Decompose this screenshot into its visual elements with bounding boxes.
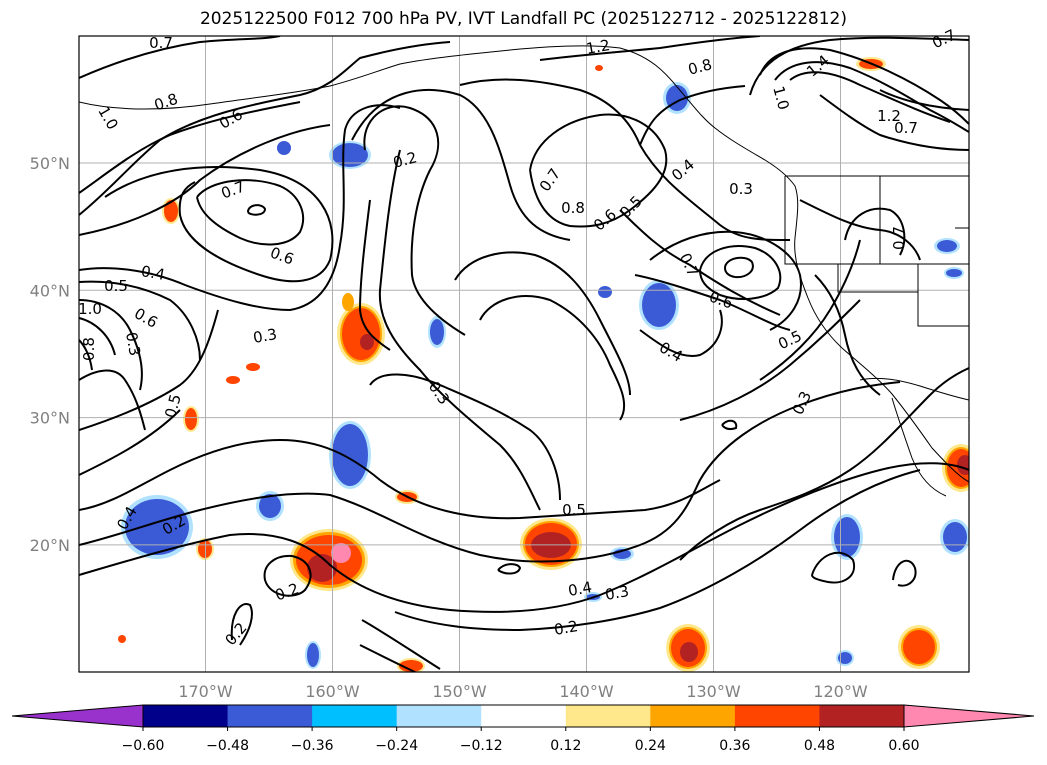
colorbar-tick-label: −0.12 [460,738,503,754]
anomaly-patches [118,57,969,672]
longitude-tick-label: 130°W [686,682,741,701]
colorbar-segment [143,705,229,727]
colorbar-tick-label: 0.12 [550,738,581,754]
negative-patch [256,491,284,521]
colorbar-min-extend [11,704,144,728]
positive-patch [342,293,354,311]
negative-patch [836,650,854,666]
colorbar-segment [312,705,398,727]
positive-patch [118,635,126,643]
colorbar: −0.60 −0.48 −0.36 −0.24 −0.12 0.12 0.24 0.36 0.4… [11,704,1035,754]
longitude-tick-label: 160°W [305,682,360,701]
contour-label: 0.3 [729,180,753,198]
colorbar-max-extend [903,704,1035,728]
contour-label: 0.7 [890,226,908,250]
map-title: 2025122500 F012 700 hPa PV, IVT Landfall… [199,9,847,29]
contour-label: 0.7 [149,34,173,52]
positive-patch [898,625,940,669]
negative-patch [305,641,321,669]
positive-patch [226,376,240,384]
longitude-ticks: 170°W 160°W 150°W 140°W 130°W 120°W [178,682,868,701]
contour-label: 1.0 [769,84,793,112]
latitude-tick-label: 20°N [30,536,70,555]
contour-label: 1.2 [877,107,901,125]
contour-label: 0.8 [561,199,585,217]
colorbar-tick-label: −0.24 [375,738,418,754]
latitude-tick-label: 40°N [30,281,70,300]
colorbar-segment [734,705,820,727]
contour-label: 0.4 [567,578,594,600]
longitude-tick-label: 170°W [178,682,233,701]
contour-label: 0.3 [122,331,144,358]
negative-patch [277,141,291,155]
latitude-tick-label: 50°N [30,154,70,173]
contour-label: 0.7 [894,119,918,137]
colorbar-tick-label: 0.36 [719,738,750,754]
positive-patch [183,406,199,432]
colorbar-frame [142,704,905,728]
contour-label: 0.2 [553,617,580,639]
contour-label: 0.5 [104,277,128,295]
negative-patch [940,519,969,555]
positive-patch [520,518,582,570]
colorbar-segment [481,705,567,727]
contour-label: 0.5 [562,501,586,519]
latitude-ticks: 50°N 40°N 30°N 20°N [30,154,70,555]
contour-label: 0.2 [391,148,419,172]
colorbar-segment [819,705,905,727]
contour-label: 0.8 [686,55,714,79]
latitude-tick-label: 30°N [30,409,70,428]
contour-label: 1.0 [78,300,102,318]
longitude-tick-label: 150°W [432,682,487,701]
map-background [79,36,969,672]
colorbar-tick-label: 0.48 [804,738,835,754]
negative-patch [428,316,446,348]
positive-patch [397,658,425,672]
negative-patch [598,286,612,298]
positive-patch [595,65,603,71]
negative-patch [944,267,964,279]
colorbar-segment [227,705,313,727]
colorbar-tick-label: −0.48 [206,738,249,754]
colorbar-tick-label: 0.24 [635,738,666,754]
colorbar-segment [650,705,736,727]
positive-patch [666,624,710,672]
contour-label: 0.8 [80,337,98,361]
colorbar-tick-label: 0.60 [888,738,919,754]
negative-patch [934,238,960,254]
contour-label: 1.2 [585,36,612,58]
positive-patch [942,444,969,492]
colorbar-segment [396,705,482,727]
pv-contours [79,36,969,672]
negative-patch [329,421,371,489]
contour-label: 0.3 [252,325,279,347]
negative-patch [329,141,371,169]
colorbar-segment [565,705,651,727]
map-frame [78,35,970,673]
contour-label: 0.5 [161,392,185,420]
colorbar-tick-label: −0.60 [122,738,165,754]
colorbar-tick-label: −0.36 [291,738,334,754]
coastlines [79,45,969,497]
negative-patch [639,280,679,330]
contour-label: 0.3 [604,582,631,604]
contour-label: 0.4 [140,262,167,284]
longitude-tick-label: 120°W [813,682,868,701]
positive-patch [337,303,385,365]
map-area [79,36,969,672]
negative-patch [121,495,193,559]
longitude-tick-label: 140°W [559,682,614,701]
positive-patch [246,363,260,371]
